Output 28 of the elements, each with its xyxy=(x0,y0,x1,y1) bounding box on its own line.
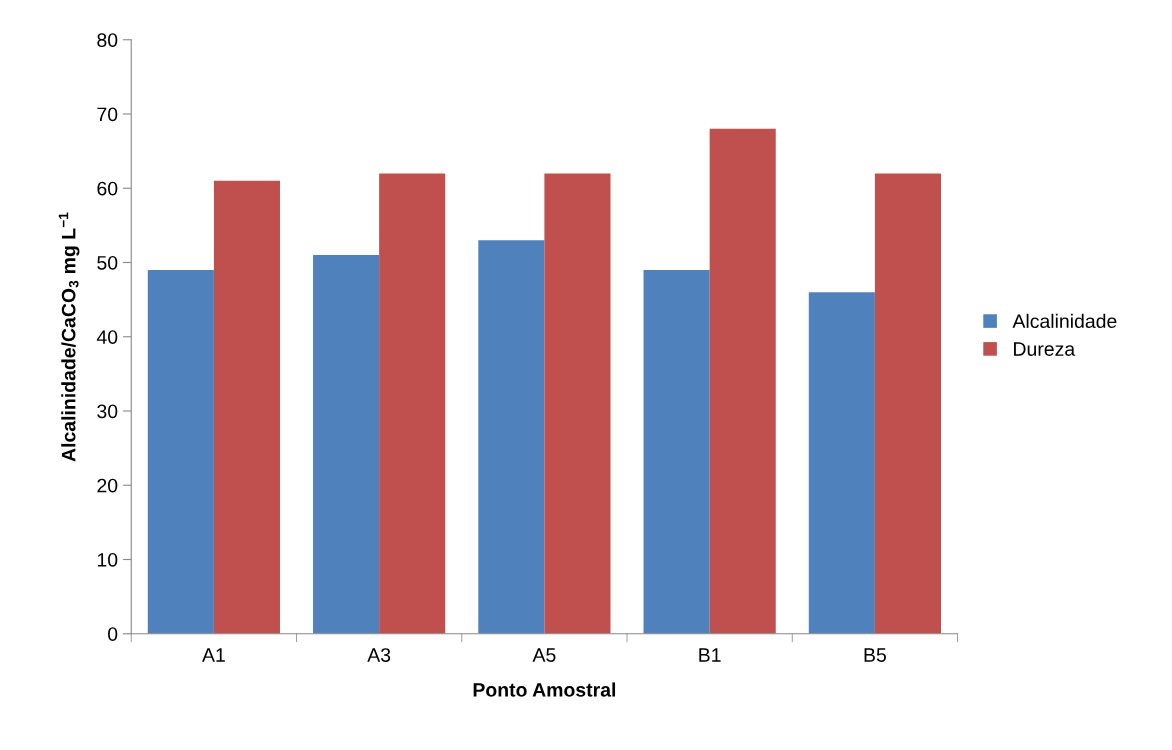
bar xyxy=(478,240,545,634)
y-tick-label: 30 xyxy=(97,404,118,419)
y-tick-label: 70 xyxy=(97,107,118,122)
x-axis-title: Ponto Amostral xyxy=(473,682,616,697)
y-axis-title: Alcalinidade/CaCO$_{3}$ mg L$^{−1}$ xyxy=(58,212,80,462)
y-tick-label: 50 xyxy=(97,255,118,270)
bar xyxy=(544,173,611,634)
x-tick-label: A1 xyxy=(202,648,225,662)
bar xyxy=(808,292,875,634)
y-tick-label: 0 xyxy=(108,627,118,641)
x-tick-label: B1 xyxy=(699,648,721,662)
bar xyxy=(643,269,710,634)
y-tick-label: 10 xyxy=(97,552,118,567)
y-tick-label: 40 xyxy=(96,330,118,344)
bar xyxy=(874,173,941,634)
x-tick-label: B5 xyxy=(864,648,886,662)
x-tick-label: A3 xyxy=(367,648,391,662)
x-tick-label: A5 xyxy=(532,648,556,662)
bar xyxy=(313,255,380,634)
y-tick-label: 20 xyxy=(97,478,118,493)
bar xyxy=(379,173,446,634)
bar xyxy=(147,269,214,634)
y-tick-label: 60 xyxy=(97,181,118,196)
y-tick-label: 80 xyxy=(97,33,118,47)
legend-label: Dureza xyxy=(1014,342,1076,356)
bar xyxy=(213,180,280,634)
legend-label: Alcalinidade xyxy=(1012,313,1117,329)
bar xyxy=(709,128,776,634)
